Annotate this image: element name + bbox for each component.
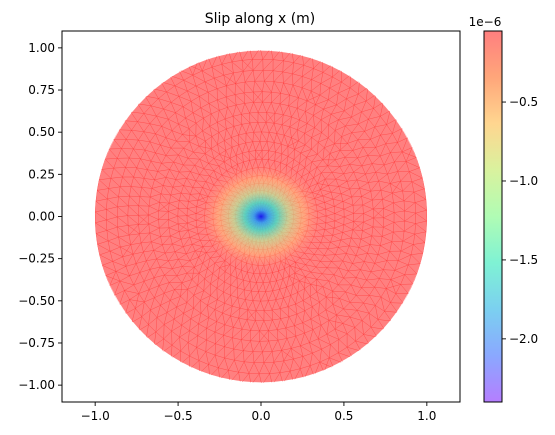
chart-title: Slip along x (m): [205, 11, 316, 27]
slip-peak-region: [199, 162, 323, 271]
x-tick-label: −1.0: [81, 409, 110, 423]
x-tick-label: 1.0: [417, 409, 436, 423]
x-axis: −1.0 −0.5 0.0 0.5 1.0: [81, 402, 436, 423]
y-tick-label: 0.25: [28, 167, 55, 181]
y-tick-label: −1.00: [18, 378, 55, 392]
x-tick-label: 0.5: [334, 409, 353, 423]
y-tick-label: 0.75: [28, 83, 55, 97]
y-tick-label: −0.50: [18, 294, 55, 308]
colorbar-offset-label: 1e−6: [469, 15, 502, 29]
y-tick-label: 0.00: [28, 210, 55, 224]
colorbar-tick-label: −1.0: [509, 174, 538, 188]
x-tick-label: 0.0: [251, 409, 270, 423]
colorbar: −0.5 −1.0 −1.5 −2.0 1e−6: [469, 15, 538, 403]
y-tick-label: 1.00: [28, 41, 55, 55]
y-tick-label: −0.25: [18, 252, 55, 266]
colorbar-ticks: −0.5 −1.0 −1.5 −2.0: [502, 95, 538, 346]
y-axis: 1.00 0.75 0.50 0.25 0.00 −0.25 −0.50 −0.75 −1.00: [18, 41, 62, 392]
y-tick-label: 0.50: [28, 125, 55, 139]
colorbar-tick-label: −1.5: [509, 253, 538, 267]
x-tick-label: −0.5: [164, 409, 193, 423]
colorbar-gradient: [483, 30, 503, 403]
colorbar-tick-label: −2.0: [509, 332, 538, 346]
plot-area: [61, 30, 461, 403]
colorbar-tick-label: −0.5: [509, 95, 538, 109]
y-tick-label: −0.75: [18, 336, 55, 350]
